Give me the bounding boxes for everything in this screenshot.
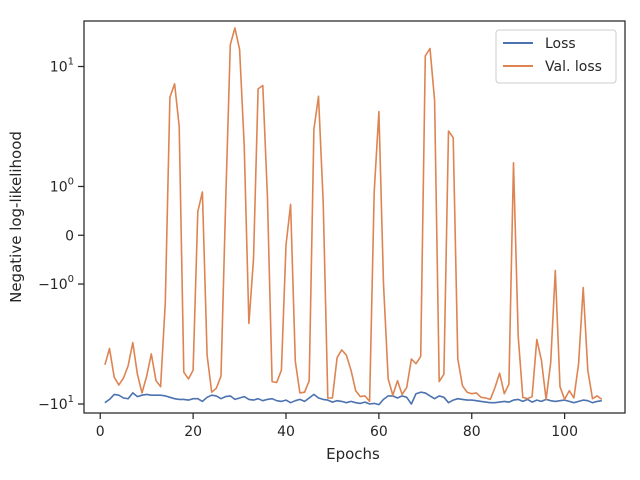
legend-label-val-loss: Val. loss — [545, 59, 602, 75]
y-tick-label: −100 — [38, 274, 74, 293]
x-tick-label: 40 — [277, 424, 295, 440]
axes-layer: 0 20 40 60 80 100 101 100 0 −100 −101 — [38, 20, 626, 440]
x-tick-label: 60 — [370, 424, 388, 440]
series-layer — [104, 27, 603, 406]
y-tick-label: −101 — [38, 394, 74, 413]
series-line-val-loss — [104, 27, 603, 403]
x-tick-label: 0 — [96, 424, 105, 440]
x-tick-label: 100 — [551, 424, 578, 440]
x-axis-label: Epochs — [326, 445, 380, 463]
x-tick-label: 20 — [184, 424, 202, 440]
axes-frame — [83, 20, 626, 414]
y-tick-label: 101 — [50, 57, 74, 76]
legend-label-loss: Loss — [545, 36, 576, 52]
y-tick-label: 0 — [65, 228, 74, 244]
y-tick-label: 100 — [50, 176, 74, 195]
series-line-loss — [104, 391, 602, 406]
x-tick-label: 80 — [463, 424, 481, 440]
y-axis-label: Negative log-likelihood — [7, 131, 25, 303]
legend: Loss Val. loss — [495, 29, 617, 84]
